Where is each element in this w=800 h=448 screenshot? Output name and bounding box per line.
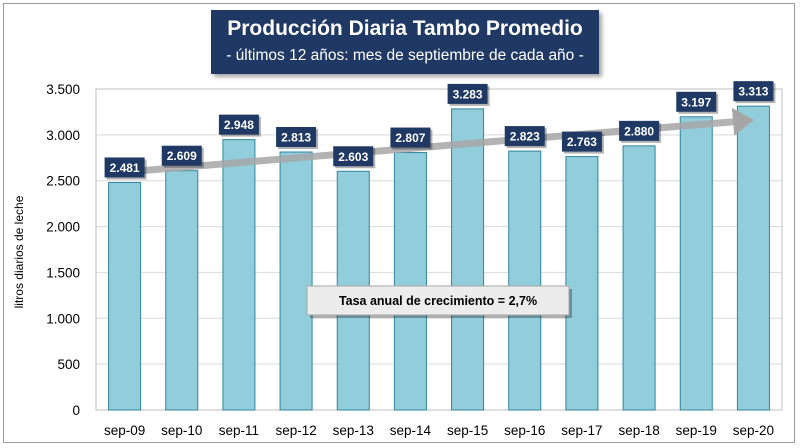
bar (736, 105, 770, 411)
x-tick-label: sep-20 (733, 423, 774, 438)
data-label-box (676, 91, 717, 112)
data-label-box (161, 145, 202, 166)
gridlines (95, 88, 783, 411)
x-tick-label: sep-15 (447, 423, 488, 438)
data-label: 2.823 (510, 130, 540, 144)
x-tick-label: sep-09 (104, 423, 145, 438)
y-tick-label: 2.000 (46, 220, 80, 235)
bar (451, 108, 485, 411)
bar (508, 150, 542, 411)
data-label: 2.948 (224, 118, 254, 132)
x-tick-label: sep-14 (390, 423, 432, 438)
data-label-box (276, 127, 317, 148)
growth-annotation: Tasa anual de crecimiento = 2,7% (306, 285, 572, 318)
data-label-box (561, 131, 602, 152)
data-label: 2.813 (281, 131, 311, 145)
bar (565, 156, 599, 411)
data-label: 3.313 (738, 85, 768, 99)
x-axis-ticks: sep-09 sep-10 sep-11 sep-12 sep-13 sep-14 sep-… (104, 423, 774, 438)
x-tick-label: sep-11 (219, 423, 259, 438)
data-label: 3.197 (681, 95, 711, 109)
chart-subtitle: - últimos 12 años: mes de septiembre de … (226, 47, 584, 64)
bars (108, 105, 770, 411)
y-tick-label: 0 (72, 403, 80, 418)
bar (622, 145, 656, 411)
data-label: 3.283 (453, 87, 483, 101)
bar (679, 116, 713, 411)
plot-area-border (95, 88, 783, 411)
y-axis-label: litros diarios de leche (12, 195, 26, 308)
bar (222, 139, 256, 411)
data-label-box (447, 83, 488, 104)
y-tick-label: 3.000 (46, 128, 80, 143)
data-label: 2.807 (395, 131, 425, 145)
data-label-box (504, 126, 545, 147)
x-tick-label: sep-16 (504, 423, 545, 438)
data-label-box (390, 127, 431, 148)
data-label: 2.603 (338, 150, 368, 164)
data-label-box (733, 81, 774, 102)
x-tick-label: sep-12 (275, 423, 316, 438)
data-label-box (619, 120, 660, 141)
y-tick-label: 3.500 (46, 82, 80, 97)
y-tick-label: 1.000 (46, 311, 80, 326)
data-label-box (104, 157, 145, 178)
annotation-text: Tasa anual de crecimiento = 2,7% (339, 294, 537, 308)
x-tick-label: sep-18 (618, 423, 659, 438)
data-label-box (333, 146, 374, 167)
data-labels: 2.481 2.609 2.948 2.813 2.603 2.807 3.283 2.823… (104, 81, 776, 180)
chart-title-box: Producción Diaria Tambo Promedio - últim… (211, 10, 599, 74)
bar (279, 151, 313, 411)
x-tick-label: sep-19 (676, 423, 717, 438)
x-tick-label: sep-17 (561, 423, 602, 438)
bar (165, 170, 199, 411)
data-label: 2.763 (567, 135, 597, 149)
x-tick-label: sep-10 (161, 423, 202, 438)
y-tick-label: 500 (57, 357, 80, 372)
bar (393, 152, 427, 411)
data-label-box (218, 114, 259, 135)
chart-title: Producción Diaria Tambo Promedio (227, 17, 583, 40)
x-tick-label: sep-13 (333, 423, 374, 438)
data-label: 2.481 (110, 161, 140, 175)
data-label: 2.609 (167, 149, 197, 163)
bar (108, 181, 142, 411)
y-tick-label: 2.500 (46, 174, 80, 189)
annotation-box (306, 285, 570, 316)
y-tick-label: 1.500 (46, 265, 80, 280)
data-label: 2.880 (624, 124, 654, 138)
y-axis-ticks: 0 500 1.000 1.500 2.000 2.500 3.000 3.500 (46, 82, 80, 418)
